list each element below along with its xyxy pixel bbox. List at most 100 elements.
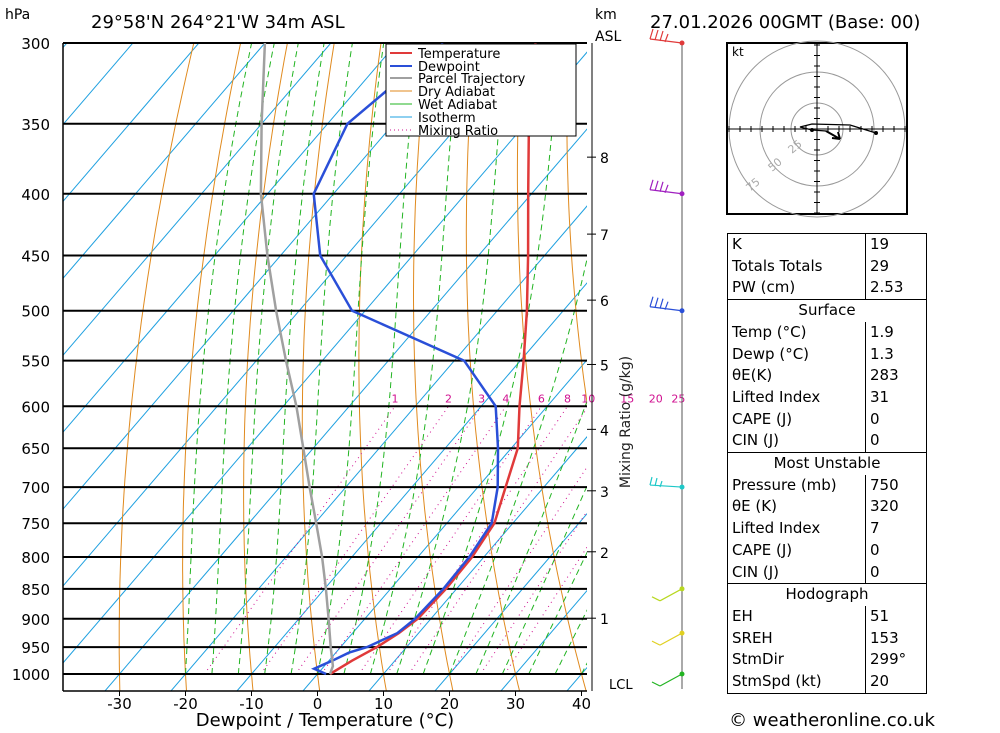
section-title-most-unstable: Most Unstable <box>727 452 927 475</box>
index-label: StmDir <box>727 649 866 672</box>
index-value: 51 <box>865 605 927 628</box>
index-label: θE (K) <box>727 496 866 519</box>
index-label: StmSpd (kt) <box>727 671 866 694</box>
index-label: Dewp (°C) <box>727 343 866 366</box>
mixing-ratio-label: 15 <box>620 392 634 405</box>
index-label: EH <box>727 605 866 628</box>
dewpoint-line <box>311 43 500 676</box>
isotherm-line <box>434 512 587 691</box>
dry-adiabat-line <box>465 43 521 691</box>
index-label: Pressure (mb) <box>727 474 866 497</box>
datetime-label: 27.01.2026 00GMT (Base: 00) <box>650 12 920 33</box>
x-tick-label: -30 <box>107 695 132 713</box>
km-tick-label: 5 <box>600 358 609 374</box>
index-label: SREH <box>727 627 866 650</box>
mixing-ratio-line <box>358 405 542 675</box>
wind-barb <box>651 588 683 602</box>
lcl-label: LCL <box>609 678 633 693</box>
mixing-ratio-label: 2 <box>445 392 452 405</box>
pressure-label: 900 <box>21 611 50 629</box>
index-label: K <box>727 232 866 256</box>
index-value: 0 <box>865 408 927 431</box>
wet-adiabat-line <box>422 43 561 675</box>
temperature-line <box>329 43 537 676</box>
index-value: 19 <box>865 232 927 256</box>
index-label: Temp (°C) <box>727 321 866 344</box>
dry-adiabat-line <box>937 7 1000 700</box>
isotherm-line <box>63 43 200 203</box>
index-label: Totals Totals <box>727 255 866 278</box>
index-label: PW (cm) <box>727 277 866 300</box>
pressure-gridlines: 300 350 400 450 500 550 600 650 700 750 800 850 900 9… <box>12 35 587 684</box>
index-label: Lifted Index <box>727 518 866 540</box>
hodograph-point <box>810 128 814 132</box>
hodograph-trace <box>799 123 877 134</box>
index-value: 2.53 <box>865 277 927 300</box>
pressure-label: 400 <box>21 186 50 204</box>
mixing-ratio-label: 1 <box>392 392 399 405</box>
km-label: km <box>595 7 617 23</box>
pressure-label: 350 <box>21 116 50 134</box>
wind-barb <box>649 476 683 488</box>
x-tick-label: 20 <box>440 695 459 713</box>
index-value: 1.9 <box>865 321 927 344</box>
isotherm-line <box>63 43 398 433</box>
index-value: 750 <box>865 474 927 497</box>
pressure-label: 1000 <box>12 666 50 684</box>
km-tick-label: 7 <box>600 228 609 244</box>
index-value: 20 <box>865 671 927 694</box>
section-title-hodograph: Hodograph <box>727 583 927 606</box>
profiles <box>259 43 537 676</box>
mixing-ratio-labels: 1 2 3 4 6 8 10 15 20 25 <box>392 392 686 405</box>
copyright: © weatheronline.co.uk <box>729 710 935 731</box>
legend-temperature: Temperature <box>417 47 500 62</box>
index-value: 283 <box>865 365 927 387</box>
pressure-label: 750 <box>21 515 50 533</box>
index-value: 7 <box>865 518 927 540</box>
parcel-trajectory-line <box>259 43 335 675</box>
legend-mixing-ratio: Mixing Ratio <box>418 124 498 139</box>
wind-barb <box>651 673 683 687</box>
index-value: 320 <box>865 496 927 519</box>
mixing-ratio-label: 6 <box>538 392 545 405</box>
index-value: 0 <box>865 561 927 584</box>
wind-barb <box>651 632 683 646</box>
legend-dewpoint: Dewpoint <box>418 60 480 75</box>
dry-adiabat-line <box>301 43 335 691</box>
km-tick-label: 3 <box>600 485 609 501</box>
index-label: Lifted Index <box>727 386 866 409</box>
isotherm-line <box>236 282 587 691</box>
index-value: 29 <box>865 255 927 278</box>
index-label: θE(K) <box>727 365 866 387</box>
index-value: 0 <box>865 430 927 453</box>
mixing-ratio-line <box>295 405 482 675</box>
wet-adiabat-line <box>528 551 587 675</box>
hodograph-unit: kt <box>732 45 744 59</box>
section-title-surface: Surface <box>727 299 927 322</box>
x-tick-label: -20 <box>173 695 198 713</box>
dry-adiabat-line <box>983 7 1000 700</box>
mixing-ratio-line <box>260 405 449 675</box>
wind-barb <box>649 28 683 44</box>
index-value: 31 <box>865 386 927 409</box>
legend-dry-adiabat: Dry Adiabat <box>418 85 495 100</box>
wind-barb <box>649 179 683 195</box>
asl-label: ASL <box>595 29 621 45</box>
km-tick-label: 4 <box>600 423 609 439</box>
dry-adiabat-line <box>118 43 195 691</box>
isotherm-line <box>170 205 587 691</box>
wet-adiabat-line <box>449 256 587 675</box>
x-tick-label: 40 <box>572 695 591 713</box>
legend-wet-adiabat: Wet Adiabat <box>418 98 497 113</box>
mixing-ratio-label: 10 <box>581 392 595 405</box>
pressure-label: 500 <box>21 303 50 321</box>
index-label: CAPE (J) <box>727 408 866 431</box>
index-value: 153 <box>865 627 927 650</box>
dry-adiabat-line <box>566 43 587 406</box>
isotherm-line <box>63 43 134 126</box>
hpa-label: hPa <box>5 7 30 23</box>
wet-adiabat-line <box>475 399 587 675</box>
index-label: CAPE (J) <box>727 539 866 562</box>
mixing-ratio-label: 8 <box>564 392 571 405</box>
